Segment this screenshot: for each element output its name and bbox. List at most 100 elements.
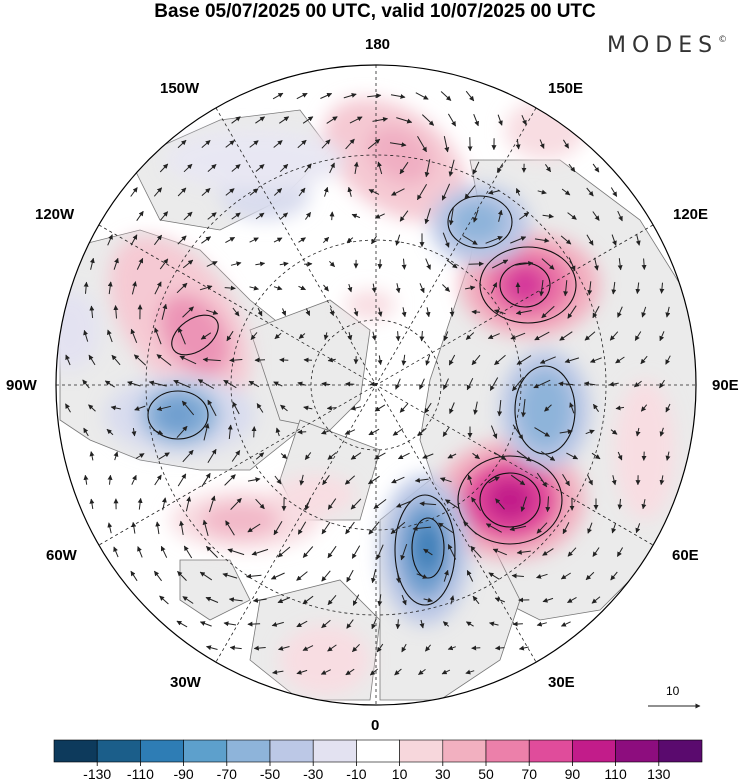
wind-arrow	[107, 329, 113, 343]
wind-arrow	[148, 380, 167, 387]
wind-arrow	[608, 381, 619, 387]
wind-arrow	[537, 189, 547, 195]
wind-arrow	[255, 116, 266, 124]
lon-label-90e: 90E	[712, 377, 739, 394]
wind-arrow	[511, 573, 524, 579]
wind-arrow	[183, 163, 193, 173]
colorbar-label: -10	[346, 766, 366, 782]
wind-arrow	[225, 140, 235, 148]
wind-arrow	[256, 403, 264, 413]
wind-arrow	[83, 281, 89, 294]
wind-arrow	[302, 546, 314, 558]
wind-arrow	[83, 474, 89, 485]
wind-arrow	[442, 621, 450, 627]
wind-arrow	[298, 187, 306, 197]
wind-arrow	[441, 669, 451, 675]
wind-arrow	[225, 520, 235, 536]
colorbar-label: 130	[647, 766, 671, 782]
colorbar-swatch	[442, 739, 487, 763]
colorbar-swatch	[572, 739, 616, 763]
wind-arrow	[369, 668, 379, 676]
wind-arrow	[584, 331, 596, 341]
wind-arrow	[488, 189, 500, 195]
wind-arrow	[323, 284, 329, 292]
wind-arrow	[396, 500, 412, 508]
wind-arrow	[497, 400, 503, 417]
wind-arrow	[589, 357, 602, 363]
wind-arrow	[327, 545, 337, 559]
wind-arrow	[297, 381, 307, 387]
wind-arrow	[201, 188, 211, 196]
colorbar-label: -50	[260, 766, 280, 782]
wind-arrow	[516, 549, 531, 555]
wind-arrow	[153, 187, 163, 197]
wind-arrow	[231, 164, 241, 172]
wind-arrow	[463, 521, 477, 535]
wind-arrow	[592, 163, 600, 173]
colorbar-swatch	[615, 739, 660, 763]
wind-arrow	[225, 236, 236, 244]
wind-arrow	[65, 354, 71, 366]
wind-arrow	[133, 354, 147, 366]
wind-arrow	[617, 210, 623, 222]
wind-arrow	[137, 497, 143, 510]
wind-arrow	[519, 212, 530, 220]
wind-arrow	[443, 135, 450, 153]
wind-arrow	[395, 378, 401, 390]
wind-arrow	[443, 331, 449, 342]
wind-arrow	[130, 328, 138, 343]
wind-arrow	[509, 525, 527, 532]
wind-arrow	[465, 90, 475, 102]
wind-arrow	[568, 257, 576, 271]
wind-arrow	[494, 597, 505, 603]
wind-arrow	[377, 307, 383, 317]
wind-arrow	[249, 140, 259, 148]
wind-arrow	[207, 212, 217, 220]
wind-arrow	[205, 596, 219, 603]
wind-arrow	[368, 521, 380, 535]
wind-arrow	[302, 645, 314, 651]
wind-arrow	[491, 259, 509, 269]
wind-arrow	[304, 497, 311, 511]
wind-arrow	[447, 113, 457, 127]
wind-arrow	[495, 645, 505, 651]
wind-arrow	[327, 644, 337, 652]
wind-arrow	[107, 474, 113, 485]
wind-arrow	[346, 237, 354, 243]
map-title: Base 05/07/2025 00 UTC, valid 10/07/2025…	[154, 1, 596, 22]
wind-arrow	[273, 520, 283, 536]
wind-arrow	[185, 496, 192, 512]
wind-arrow	[419, 330, 425, 342]
wind-arrow	[272, 669, 284, 675]
wind-arrow	[231, 212, 241, 220]
wind-arrow	[154, 474, 162, 486]
wind-arrow	[255, 261, 266, 267]
wind-arrow	[131, 474, 137, 485]
wind-arrow	[249, 237, 259, 243]
wind-arrow	[442, 284, 450, 292]
wind-arrow	[179, 520, 185, 535]
wind-arrow	[156, 405, 172, 412]
wind-arrow	[515, 260, 534, 266]
wind-arrow	[346, 619, 354, 629]
wind-arrow	[247, 523, 261, 533]
wind-arrow	[419, 501, 437, 507]
wind-arrow	[425, 307, 431, 318]
wind-arrow	[347, 331, 353, 341]
colorbar-swatch	[96, 739, 141, 763]
wind-arrow	[585, 429, 595, 435]
wind-arrow	[634, 331, 642, 341]
wind-arrow	[634, 380, 642, 388]
graticule	[56, 65, 696, 705]
wind-arrow	[399, 161, 409, 175]
wind-arrow	[395, 283, 401, 294]
wind-arrow	[392, 428, 404, 436]
wind-arrow	[515, 310, 532, 316]
wind-arrow	[424, 159, 431, 178]
wind-arrow	[206, 309, 219, 315]
wind-arrow	[424, 208, 431, 225]
wind-arrow	[279, 261, 289, 267]
wind-arrow	[369, 381, 378, 387]
wind-arrow	[449, 595, 455, 605]
wind-arrow	[443, 569, 449, 582]
